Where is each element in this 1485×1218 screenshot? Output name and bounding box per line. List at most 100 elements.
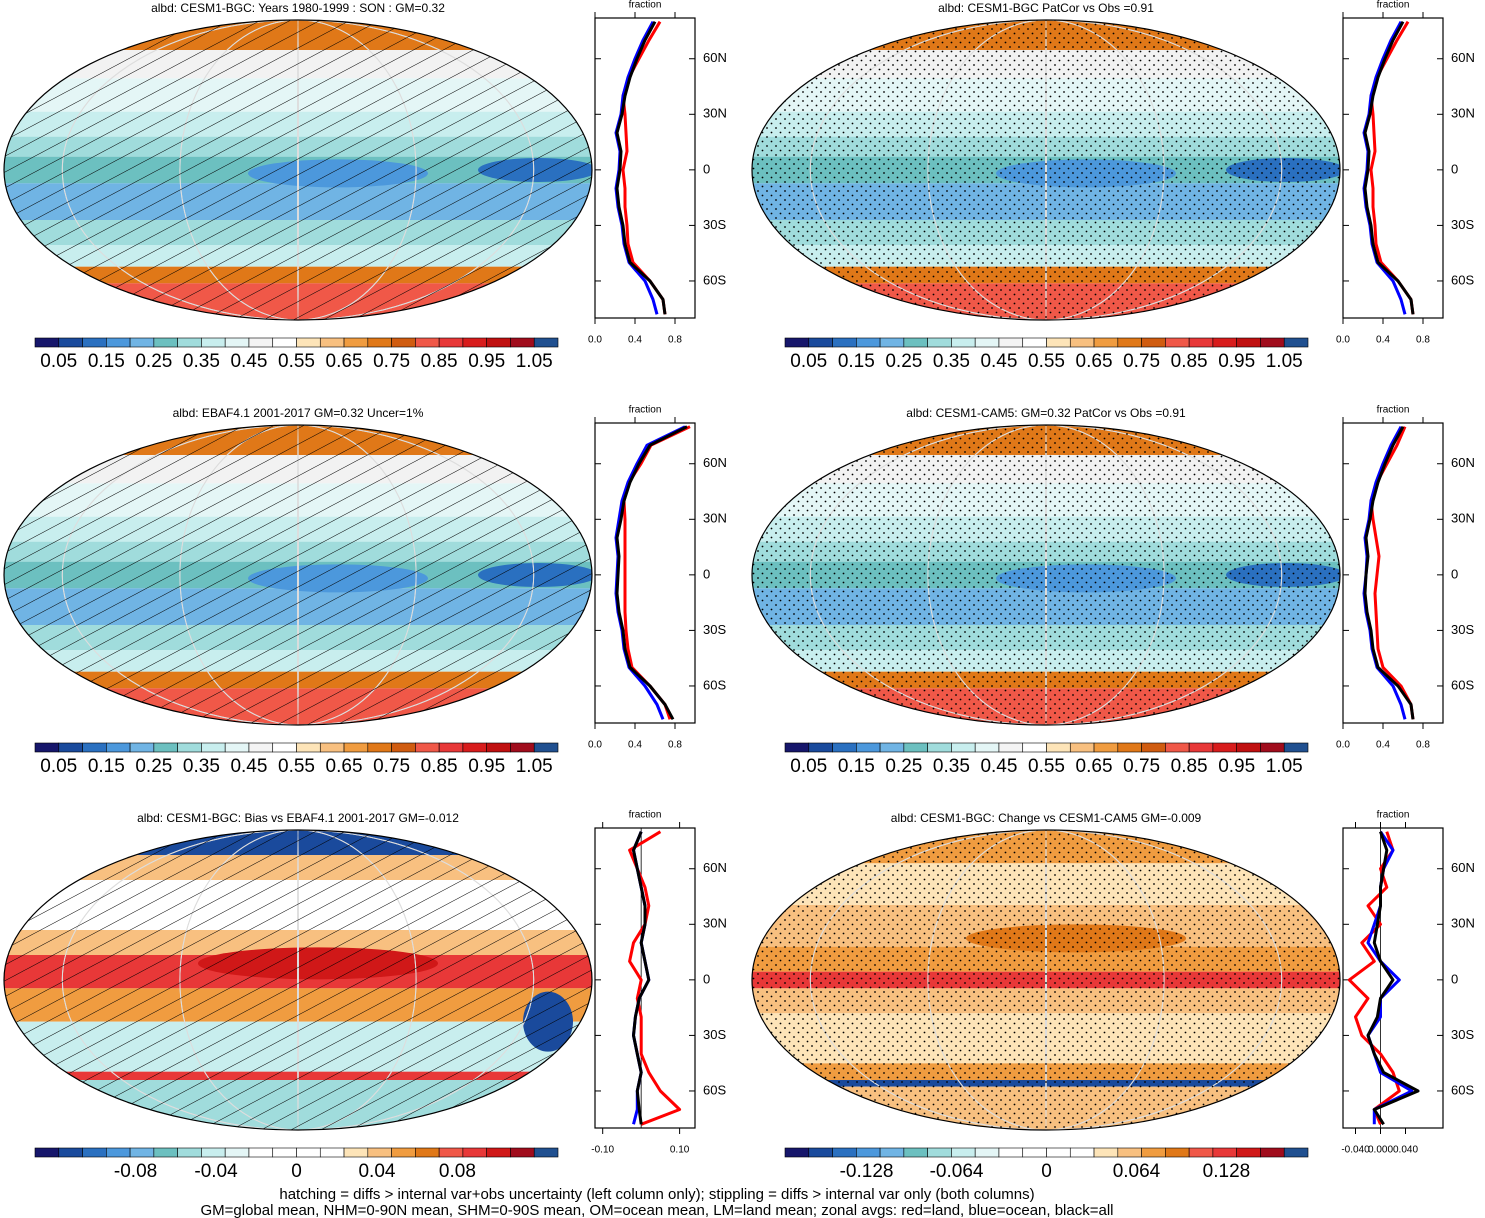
- zonal-line: [1369, 426, 1415, 720]
- zonal-frame: [594, 422, 696, 724]
- colorbar-label: 0.95: [468, 756, 505, 777]
- colorbar-box: [1236, 337, 1261, 348]
- y-tick-label: 60N: [1451, 50, 1475, 65]
- colorbar-box: [533, 742, 559, 753]
- colorbar-box: [34, 742, 60, 753]
- colorbar-box: [1069, 337, 1095, 348]
- y-tick-label: 0: [1451, 161, 1458, 176]
- colorbar-box: [343, 1147, 369, 1158]
- y-tick-label: 30S: [703, 622, 726, 637]
- colorbar-box: [1093, 337, 1119, 348]
- colorbar-box: [106, 337, 131, 348]
- colorbar-label: 0.05: [790, 756, 827, 777]
- colorbar-box: [486, 742, 511, 753]
- zonal-line: [628, 830, 682, 1126]
- colorbar-box: [1283, 337, 1309, 348]
- colorbar-box: [903, 1147, 928, 1158]
- y-tick-label: 60S: [1451, 272, 1474, 287]
- colorbar-box: [296, 742, 321, 753]
- y-tick-label: 30S: [1451, 622, 1474, 637]
- colorbar-label: 0.45: [230, 351, 267, 372]
- x-tick-label: 0.000: [1368, 1145, 1393, 1156]
- colorbar-box: [784, 337, 810, 348]
- colorbar-box: [808, 1147, 833, 1158]
- colorbar-box: [1212, 742, 1237, 753]
- colorbar-box: [177, 742, 202, 753]
- colorbar-box: [1212, 1147, 1237, 1158]
- colorbar-box: [1093, 742, 1119, 753]
- colorbar-label: 0.05: [790, 351, 827, 372]
- colorbar-box: [1260, 742, 1285, 753]
- zonal-axis-label: fraction: [1377, 405, 1410, 416]
- colorbar-label: 0: [1041, 1161, 1052, 1182]
- x-tick-label: 0.4: [628, 740, 642, 751]
- colorbar-box: [1236, 742, 1261, 753]
- panel-title: albd: CESM1-BGC: Change vs CESM1-CAM5 GM…: [891, 811, 1202, 825]
- zonal-line: [632, 831, 651, 1125]
- colorbar-label: 0.55: [1028, 351, 1065, 372]
- colorbar-label: 0.15: [88, 756, 125, 777]
- colorbar-box: [415, 337, 440, 348]
- colorbar-box: [224, 337, 250, 348]
- map: [4, 830, 592, 1130]
- colorbar-label: -0.08: [114, 1161, 157, 1182]
- x-tick-label: 0.4: [1376, 740, 1390, 751]
- colorbar-label: -0.064: [930, 1161, 984, 1182]
- colorbar-box: [1117, 337, 1142, 348]
- colorbar-box: [1141, 1147, 1166, 1158]
- colorbar-box: [415, 742, 440, 753]
- zonal-axis-label: fraction: [629, 405, 662, 416]
- hatching: [4, 425, 592, 725]
- zonal-frame: [1342, 827, 1444, 1129]
- y-tick-label: 0: [703, 161, 710, 176]
- colorbar-box: [808, 337, 833, 348]
- zonal-frame: [1342, 422, 1444, 724]
- colorbar-label: 0.85: [1171, 756, 1208, 777]
- colorbar-box: [391, 742, 416, 753]
- colorbar-label: 0.25: [885, 756, 922, 777]
- colorbar-box: [106, 742, 131, 753]
- stippling: [752, 425, 1340, 725]
- stippling: [752, 20, 1340, 320]
- colorbar-label: 0.85: [1171, 351, 1208, 372]
- colorbar-box: [927, 742, 952, 753]
- colorbar-box: [319, 1147, 345, 1158]
- colorbar-box: [808, 742, 833, 753]
- colorbar-label: 0.75: [373, 351, 410, 372]
- colorbar-box: [1069, 1147, 1095, 1158]
- zonal-frame: [594, 827, 696, 1129]
- colorbar-label: 0.064: [1113, 1161, 1161, 1182]
- x-tick-label: 0.10: [670, 1145, 690, 1156]
- colorbar-box: [296, 337, 321, 348]
- y-tick-label: 30N: [703, 511, 727, 526]
- colorbar-label: 0.15: [838, 756, 875, 777]
- zonal-frame: [594, 17, 696, 319]
- colorbar-box: [1283, 742, 1309, 753]
- colorbar-box: [367, 742, 392, 753]
- colorbar-box: [438, 742, 464, 753]
- y-tick-label: 60S: [703, 1082, 726, 1097]
- y-tick-label: 30N: [703, 916, 727, 931]
- colorbar-box: [1093, 1147, 1119, 1158]
- colorbar-box: [1260, 1147, 1285, 1158]
- colorbar-box: [486, 1147, 511, 1158]
- colorbar-box: [1141, 742, 1166, 753]
- colorbar-box: [34, 337, 60, 348]
- colorbar-label: 0.25: [885, 351, 922, 372]
- colorbar-box: [272, 1147, 297, 1158]
- y-tick-label: 0: [1451, 971, 1458, 986]
- colorbar-label: 0.35: [933, 351, 970, 372]
- colorbar-box: [1260, 337, 1285, 348]
- colorbar-box: [462, 337, 487, 348]
- colorbar-box: [391, 337, 416, 348]
- colorbar-label: 0.35: [183, 351, 220, 372]
- y-tick-label: 60N: [1451, 860, 1475, 875]
- hatching: [4, 830, 592, 1130]
- y-tick-label: 30N: [1451, 916, 1475, 931]
- colorbar-box: [367, 1147, 392, 1158]
- colorbar-box: [462, 1147, 487, 1158]
- colorbar-box: [248, 742, 274, 753]
- y-tick-label: 0: [703, 566, 710, 581]
- y-tick-label: 60N: [703, 50, 727, 65]
